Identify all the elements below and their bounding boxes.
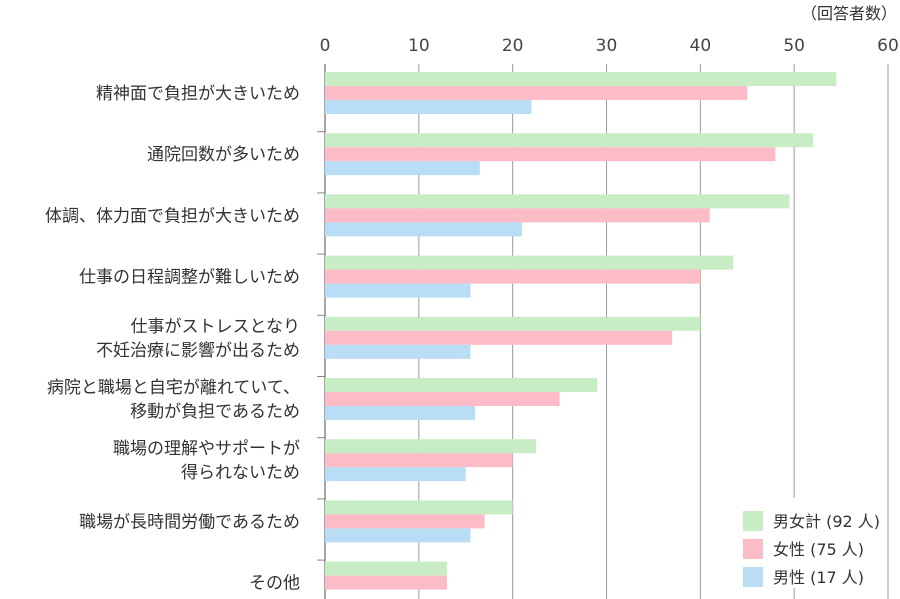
category-label: 通院回数が多いため (147, 145, 300, 165)
bar (325, 561, 447, 576)
legend-entry: 女性 (75 人) (773, 540, 864, 559)
bar (325, 72, 837, 86)
x-tick-label: 0 (320, 36, 331, 56)
unit-label: （回答者数） (801, 4, 897, 23)
category-label: 仕事がストレスとなり (131, 317, 301, 337)
x-tick-label: 10 (408, 36, 430, 56)
category-label: 移動が負担であるため (130, 402, 300, 422)
bar (325, 439, 537, 454)
bar (325, 528, 471, 543)
x-tick-label: 40 (690, 36, 712, 56)
x-tick-label: 20 (502, 36, 524, 56)
category-label: 病院と職場と自宅が離れていて、 (47, 378, 300, 398)
bar (325, 378, 598, 392)
legend-swatch (743, 511, 763, 531)
bar (325, 255, 734, 270)
bar (325, 514, 485, 529)
x-tick-label: 60 (877, 36, 899, 56)
category-label: 体調、体力面で負担が大きいため (45, 206, 300, 226)
category-label: 職場の理解やサポートが (113, 439, 300, 459)
category-label: 仕事の日程調整が難しいため (79, 268, 300, 288)
bar (325, 575, 447, 590)
category-label: その他 (249, 574, 300, 594)
bar (325, 406, 476, 420)
bar (325, 344, 471, 359)
bar (325, 500, 513, 515)
x-tick-label: 30 (596, 36, 618, 56)
legend-swatch (743, 567, 763, 587)
bar (325, 222, 523, 237)
category-label: 不妊治療に影響が出るため (96, 341, 300, 361)
bar (325, 316, 701, 331)
bar (325, 208, 710, 223)
bar (325, 392, 560, 406)
bar (325, 330, 673, 345)
bar (325, 133, 813, 148)
bar (325, 283, 471, 298)
bar (325, 453, 513, 468)
bar (325, 161, 480, 176)
bar (325, 194, 790, 209)
bar (325, 100, 532, 114)
bar (325, 467, 466, 482)
bar (325, 269, 701, 284)
category-label: 精神面で負担が大きいため (96, 84, 300, 104)
category-label: 得られないため (181, 463, 300, 483)
bar (325, 86, 748, 100)
legend-swatch (743, 539, 763, 559)
bar (325, 147, 776, 162)
category-label: 職場が長時間労働であるため (79, 512, 300, 532)
legend-entry: 男性 (17 人) (773, 568, 864, 587)
x-tick-label: 50 (783, 36, 805, 56)
legend-entry: 男女計 (92 人) (773, 512, 880, 531)
